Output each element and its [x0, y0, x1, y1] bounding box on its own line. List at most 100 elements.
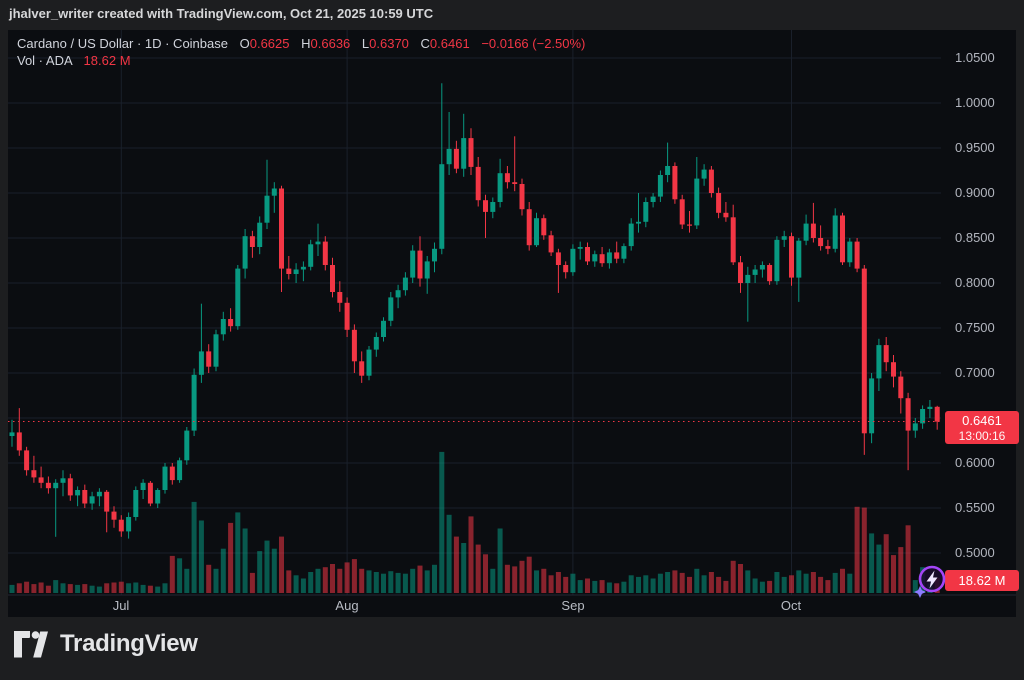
volume-bar: [16, 583, 22, 593]
candle-body: [730, 217, 736, 263]
volume-bar: [439, 451, 445, 593]
tradingview-logo[interactable]: TradingView: [14, 630, 198, 658]
volume-bar: [293, 575, 299, 593]
candle-body: [228, 319, 234, 327]
candle-body: [402, 277, 408, 291]
volume-bar: [723, 580, 729, 593]
candle-body: [672, 166, 678, 200]
price-axis-label: 0.9000: [955, 185, 995, 200]
volume-bar: [883, 534, 889, 593]
chart-panel[interactable]: Cardano / US Dollar · 1D · Coinbase O0.6…: [8, 30, 1019, 617]
candle-body: [861, 268, 867, 434]
price-axis-label: 0.9500: [955, 140, 995, 155]
candle-body: [519, 184, 525, 210]
volume-bar: [861, 507, 867, 593]
candle-body: [781, 236, 787, 240]
candle-body: [104, 491, 110, 512]
price-axis-label: 1.0000: [955, 95, 995, 110]
volume-bar: [242, 528, 248, 593]
last-price-value: 0.6461: [962, 413, 1002, 428]
volume-bar: [898, 547, 904, 593]
candle-body: [526, 209, 532, 246]
volume-bar: [213, 568, 219, 593]
candle-body: [9, 432, 15, 436]
last-price-badge: 0.6461 13:00:16: [945, 411, 1019, 444]
volume-bar: [300, 578, 306, 593]
time-axis-label: Sep: [561, 598, 585, 613]
candle-body: [308, 244, 314, 267]
volume-bar: [621, 581, 627, 593]
volume-bar: [716, 576, 722, 593]
candle-body: [876, 345, 882, 379]
volume-bar: [461, 543, 467, 593]
candle-body: [723, 212, 729, 218]
candle-body: [621, 246, 627, 259]
candle-body: [24, 450, 30, 471]
price-axis-label: 0.7000: [955, 365, 995, 380]
candle-body: [789, 236, 794, 278]
volume-bar: [672, 570, 678, 593]
candle-body: [388, 297, 394, 321]
volume-bar: [308, 572, 314, 593]
volume-bar: [235, 512, 241, 593]
volume-bar: [789, 575, 794, 593]
volume-bar: [184, 568, 190, 593]
candle-body: [752, 269, 758, 275]
candle-body: [803, 223, 809, 241]
candle-body: [213, 334, 219, 367]
volume-bar: [191, 501, 197, 593]
change-value: −0.0166 (−2.50%): [481, 36, 586, 51]
volume-bar: [614, 583, 620, 593]
volume-bar: [636, 576, 641, 593]
candle-body: [883, 345, 889, 363]
candle-body: [555, 252, 561, 265]
candle-body: [657, 175, 663, 197]
volume-bar: [395, 572, 401, 594]
candle-body: [774, 239, 780, 282]
volume-bar: [366, 570, 372, 593]
candle-body: [220, 319, 226, 335]
volume-bar: [891, 555, 896, 593]
volume-bar: [155, 586, 161, 593]
volume-bar: [876, 544, 882, 593]
time-axis-label: Aug: [335, 598, 359, 613]
volume-bar: [490, 568, 496, 593]
candle-body: [366, 349, 372, 376]
volume-bar: [599, 580, 605, 593]
volume-bar: [257, 551, 263, 593]
candle-body: [75, 490, 81, 496]
candle-body: [708, 169, 714, 193]
candle-body: [934, 406, 940, 422]
legend-row-volume: Vol · ADA 18.62 M: [17, 52, 585, 69]
volume-bar: [330, 564, 335, 593]
candle-body: [118, 519, 124, 532]
volume-bar: [169, 555, 175, 593]
candle-body: [628, 223, 634, 247]
candle-body: [905, 398, 911, 431]
volume-bar: [592, 580, 598, 593]
volume-bar: [177, 558, 183, 593]
candle-body: [643, 202, 649, 222]
volume-bar: [31, 584, 37, 593]
volume-bar: [475, 544, 481, 593]
volume-bar: [468, 516, 474, 593]
volume-bar: [687, 576, 692, 593]
candle-body: [665, 166, 671, 175]
candle-body: [453, 148, 459, 169]
price-chart[interactable]: [8, 30, 1016, 617]
candle-body: [650, 196, 656, 202]
symbol-title[interactable]: Cardano / US Dollar · 1D · Coinbase: [17, 36, 228, 51]
price-axis-label: 0.6000: [955, 455, 995, 470]
volume-bar: [67, 584, 73, 593]
candle-body: [359, 361, 365, 376]
candle-body: [249, 236, 255, 247]
volume-bar: [45, 585, 51, 593]
candle-body: [810, 223, 816, 238]
candle-body: [854, 241, 860, 269]
candle-body: [38, 477, 44, 483]
volume-bar: [519, 560, 525, 593]
volume-bar: [606, 582, 612, 593]
volume-bar: [82, 584, 88, 593]
volume-bar: [628, 575, 634, 593]
